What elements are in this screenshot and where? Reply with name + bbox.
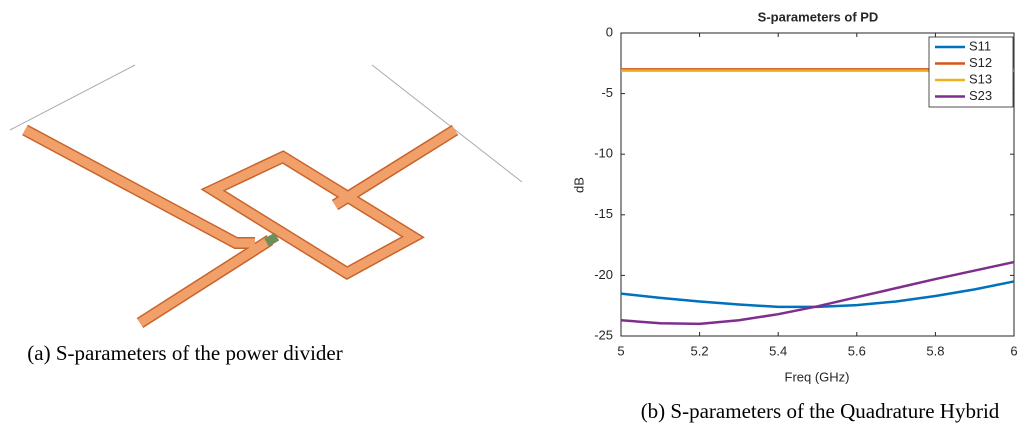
y-tick-label: -5: [601, 85, 613, 100]
y-axis-label: dB: [571, 177, 586, 193]
chart: S-parameters of PD Freq (GHz) dB 0 -5 -10 -…: [571, 9, 1017, 384]
x-tick-label: 6: [1010, 343, 1017, 358]
x-tick-label: 5.2: [691, 343, 709, 358]
y-tick-label: 0: [606, 24, 613, 39]
caption: (a) S-parameters of the power divider: [27, 341, 342, 365]
legend-label: S11: [969, 38, 991, 53]
trace: [335, 130, 455, 205]
y-tick-label: -10: [594, 146, 613, 161]
legend-label: S12: [969, 55, 992, 70]
x-tick-label: 5.6: [848, 343, 866, 358]
x-axis-label: Freq (GHz): [785, 369, 850, 384]
caption: (b) S-parameters of the Quadrature Hybri…: [641, 399, 1000, 423]
x-tick-label: 5.4: [769, 343, 787, 358]
trace: [140, 240, 270, 323]
layout-drawing: [10, 65, 522, 323]
legend-label: S13: [969, 71, 992, 86]
board-edge: [10, 65, 135, 130]
legend-label: S23: [969, 88, 992, 103]
x-tick-label: 5: [617, 343, 624, 358]
y-tick-label: -15: [594, 206, 613, 221]
figure: (a) S-parameters of the power divider (b…: [0, 0, 1031, 433]
x-tick-label: 5.8: [926, 343, 944, 358]
y-tick-label: -25: [594, 327, 613, 342]
chart-title: S-parameters of PD: [758, 9, 879, 24]
y-tick-label: -20: [594, 267, 613, 282]
